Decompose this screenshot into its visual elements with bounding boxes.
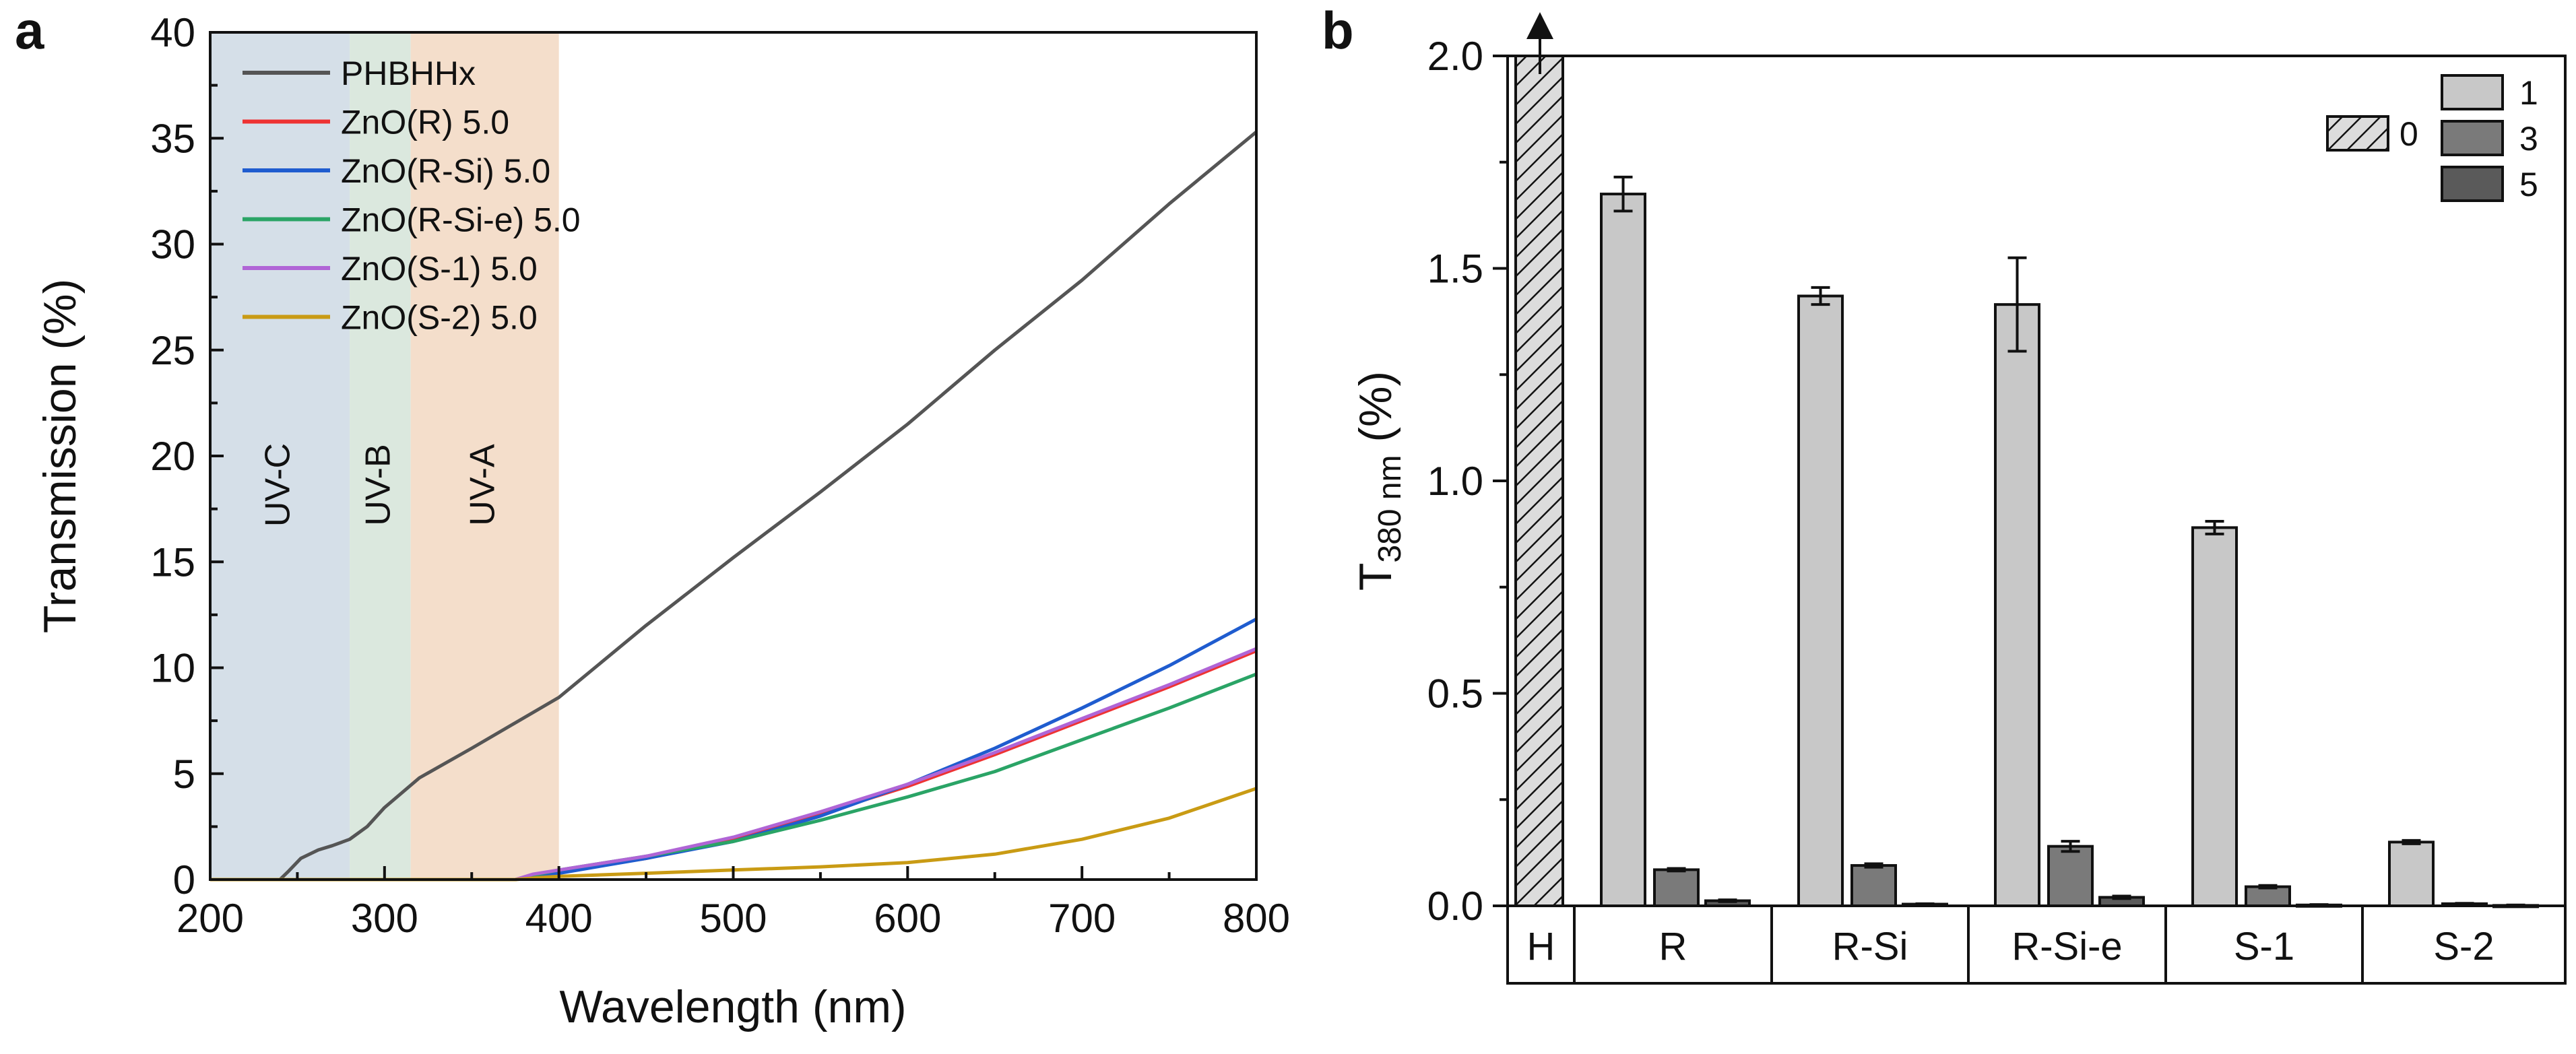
x-tick-label: 200 (176, 896, 244, 941)
category-label: S-2 (2433, 925, 2494, 968)
panel-b-y-ticks: 0.0 0.5 1.0 1.5 2.0 (1427, 34, 1508, 929)
panel-a-x-axis-title: Wavelength (nm) (559, 981, 906, 1032)
category-label: R-Si (1832, 925, 1908, 968)
panel-a-x-ticks: 200 300 400 500 600 700 800 (176, 866, 1290, 941)
legend-label: ZnO(R) 5.0 (341, 104, 509, 141)
panel-b-bars (1514, 12, 2539, 909)
uv-region-uv-a (410, 32, 559, 880)
legend-label: ZnO(R-Si-e) 5.0 (341, 201, 581, 239)
legend-swatch-1 (2441, 74, 2504, 110)
uv-region-uv-b (350, 32, 411, 880)
y-tick-label: 0 (173, 857, 195, 902)
legend-swatch-3 (2441, 120, 2504, 156)
legend-swatch-hatched (2326, 115, 2389, 152)
y-tick-label: 10 (150, 646, 195, 691)
uv-region-uv-c (210, 32, 350, 880)
b-y-tick-label: 1.5 (1427, 246, 1483, 292)
panel-b-y-title-main: T (1350, 563, 1401, 591)
series-line-5 (210, 787, 1257, 882)
legend-label: 3 (2519, 120, 2538, 158)
panel-a-legend: PHBHHx ZnO(R) 5.0 ZnO(R-Si) 5.0 ZnO(R-Si-e)… (243, 55, 581, 337)
category-label: R (1659, 925, 1687, 968)
y-tick-label: 35 (150, 116, 195, 161)
uv-region-label: UV-B (358, 444, 397, 525)
bar-H-reference (1514, 55, 1564, 907)
bar-R-3 (1653, 868, 1700, 907)
bar-S-1-1 (2191, 526, 2238, 907)
x-tick-label: 700 (1048, 896, 1116, 941)
x-tick-label: 300 (351, 896, 418, 941)
bar-R-Si-1 (1797, 294, 1844, 907)
panel-b-y-title-unit: (%) (1350, 371, 1401, 455)
x-tick-label: 400 (525, 896, 593, 941)
y-tick-label: 5 (173, 752, 195, 797)
y-tick-label: 40 (150, 10, 195, 55)
bar-R-Si-3 (1850, 864, 1897, 908)
b-y-tick-label: 0.5 (1427, 671, 1483, 717)
b-y-tick-label: 0.0 (1427, 884, 1483, 929)
category-label: H (1527, 925, 1555, 968)
panel-a-series (210, 130, 1258, 882)
legend-label: PHBHHx (341, 55, 476, 92)
bar-R-1 (1600, 193, 1646, 908)
bar-R-Si-e-3 (2047, 845, 2094, 908)
category-row-frame (1506, 904, 2567, 985)
panel-b-label: b (1322, 1, 1354, 60)
legend-label: 5 (2519, 166, 2538, 203)
b-y-tick-label: 1.0 (1427, 459, 1483, 504)
x-tick-label: 800 (1223, 896, 1290, 941)
bar-R-Si-e-1 (1994, 303, 2040, 907)
legend-label: ZnO(S-2) 5.0 (341, 299, 538, 337)
y-tick-label: 25 (150, 328, 195, 373)
x-tick-label: 600 (874, 896, 941, 941)
y-tick-label: 30 (150, 222, 195, 267)
x-tick-label: 500 (699, 896, 767, 941)
category-label: S-1 (2234, 925, 2294, 968)
legend-label: ZnO(S-1) 5.0 (341, 250, 538, 288)
legend-swatch-5 (2441, 166, 2504, 202)
y-tick-label: 15 (150, 539, 195, 585)
bar-S-1-3 (2245, 885, 2291, 907)
panel-b-y-title-sub: 380 nm (1372, 455, 1408, 563)
uv-region-label: UV-A (463, 444, 503, 526)
panel-a-uv-regions: UV-C UV-B UV-A (210, 32, 559, 880)
panel-a-y-ticks: 0 5 10 15 20 25 30 35 40 (150, 10, 224, 902)
y-tick-label: 20 (150, 434, 195, 479)
panel-b-category-row: H R R-Si R-Si-e S-1 S-2 (1506, 904, 2567, 985)
panel-b-y-axis-title: T380 nm (%) (1350, 371, 1408, 591)
legend-label: ZnO(R-Si) 5.0 (341, 152, 550, 190)
b-y-tick-label: 2.0 (1427, 34, 1483, 79)
legend-label: 0 (2400, 115, 2418, 153)
series-line-4 (210, 647, 1257, 882)
panel-a-label: a (15, 1, 44, 60)
legend-label: 1 (2519, 74, 2538, 112)
bar-S-2-1 (2388, 841, 2435, 907)
panel-a-y-axis-title: Transmission (%) (34, 279, 86, 633)
series-line-0 (210, 130, 1258, 882)
category-label: R-Si-e (2011, 925, 2122, 968)
uv-region-label: UV-C (259, 443, 298, 527)
panel-b-legend: 0 1 3 5 (2326, 74, 2538, 203)
